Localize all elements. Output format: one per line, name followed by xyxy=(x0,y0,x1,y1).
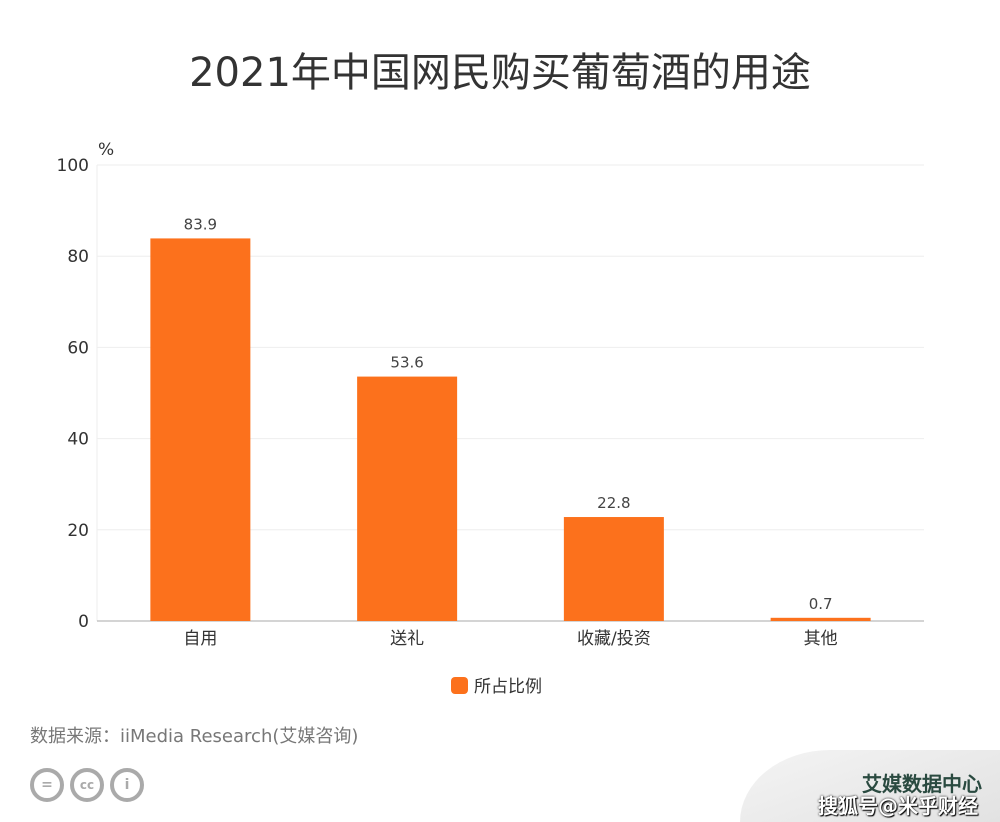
legend-label: 所占比例 xyxy=(474,677,542,697)
bar xyxy=(770,617,871,621)
data-source: 数据来源：iiMedia Research(艾媒咨询) xyxy=(30,726,359,747)
y-tick-label: 80 xyxy=(67,247,89,267)
y-tick-label: 100 xyxy=(57,156,89,176)
y-axis-unit: % xyxy=(98,140,114,160)
watermark-text: 搜狐号@米乎财经 xyxy=(818,794,978,818)
person-icon: i xyxy=(110,768,144,802)
bar xyxy=(357,376,458,621)
x-tick-label: 自用 xyxy=(183,629,217,649)
cc-icon: cc xyxy=(70,768,104,802)
equals-icon: = xyxy=(30,768,64,802)
watermark-bg xyxy=(740,750,1000,822)
watermark-logo: 艾媒数据中心 xyxy=(862,772,982,796)
y-tick-label: 60 xyxy=(67,338,89,358)
data-label: 22.8 xyxy=(597,494,630,512)
y-tick-label: 0 xyxy=(78,612,89,632)
legend-swatch xyxy=(451,677,468,694)
data-label: 83.9 xyxy=(184,215,217,233)
y-tick-label: 40 xyxy=(67,430,89,450)
y-tick-label: 20 xyxy=(67,521,89,541)
x-tick-label: 收藏/投资 xyxy=(577,629,651,649)
bar xyxy=(150,238,251,621)
bar xyxy=(563,517,664,621)
bar-chart: 0 20 40 60 80 100% 83.9 自用 53.6 送礼 22.8 收藏/投资 0.7 其他所… xyxy=(57,140,924,697)
x-tick-label: 送礼 xyxy=(390,629,424,649)
chart-title: 2021年中国网民购买葡萄酒的用途 xyxy=(189,50,811,96)
x-tick-label: 其他 xyxy=(804,629,838,649)
data-label: 53.6 xyxy=(390,354,423,372)
data-label: 0.7 xyxy=(809,595,833,613)
